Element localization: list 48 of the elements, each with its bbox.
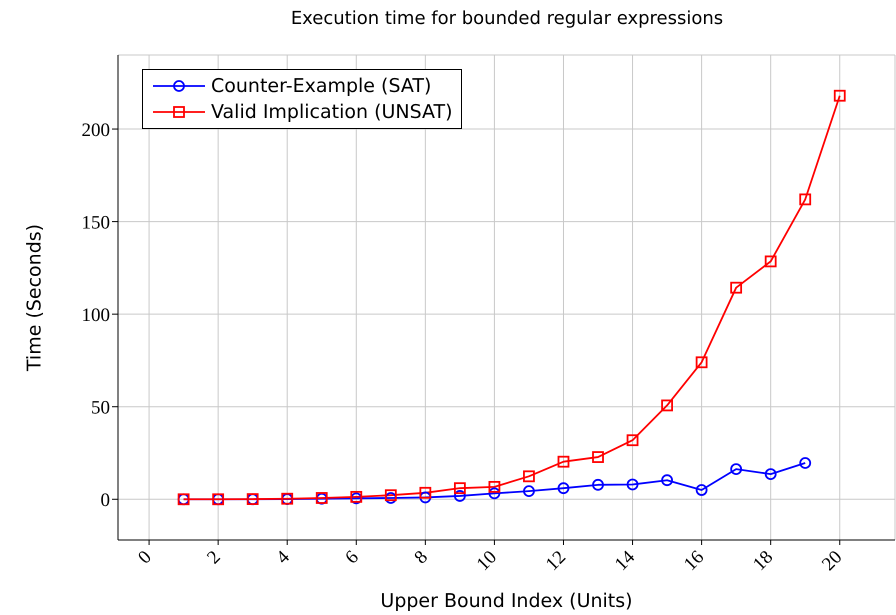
point (384, 492, 397, 504)
y-tick-label: 50 (91, 397, 110, 418)
point (488, 480, 500, 493)
point (558, 482, 570, 494)
point (488, 487, 500, 500)
point (799, 193, 812, 206)
x-tick-label: 18 (749, 546, 778, 576)
point (730, 463, 742, 475)
point (764, 256, 777, 268)
y-axis-title: Time (Seconds) (24, 224, 46, 372)
legend-label: Counter-Example (SAT) (211, 75, 432, 97)
point (661, 474, 673, 486)
point (592, 478, 604, 491)
y-tick-label: 150 (82, 212, 110, 234)
point (558, 456, 570, 468)
point (626, 434, 638, 446)
point (696, 356, 708, 368)
x-tick-label: 16 (680, 546, 708, 576)
x-tick-label: 8 (410, 546, 432, 568)
x-tick-label: 12 (542, 546, 570, 576)
legend-label: Valid Implication (UNSAT) (211, 101, 453, 123)
x-tick-label: 10 (472, 546, 502, 576)
x-tick-label: 14 (610, 546, 640, 576)
y-tick-label: 0 (100, 490, 110, 512)
point (454, 490, 466, 502)
y-tick-label: 200 (82, 120, 110, 141)
point (454, 482, 466, 494)
chart-title: Execution time for bounded regular expressions (290, 8, 724, 29)
x-tick-label: 2 (203, 546, 225, 568)
x-tick-label: 6 (341, 546, 363, 568)
x-tick-label: 4 (272, 546, 294, 568)
y-tick-label: 100 (82, 304, 110, 326)
point (592, 451, 604, 463)
x-tick-label: 20 (818, 546, 846, 576)
point (799, 457, 812, 469)
point (523, 470, 535, 482)
point (764, 468, 777, 480)
point (384, 489, 397, 502)
point (730, 282, 742, 294)
point (696, 484, 708, 496)
point (626, 478, 638, 490)
point (661, 400, 673, 412)
point (834, 90, 846, 102)
point (419, 492, 432, 504)
point (419, 486, 432, 499)
point (523, 485, 535, 498)
x-tick-label: 0 (134, 546, 156, 568)
x-axis-title: Upper Bound Index (Units) (380, 590, 633, 612)
